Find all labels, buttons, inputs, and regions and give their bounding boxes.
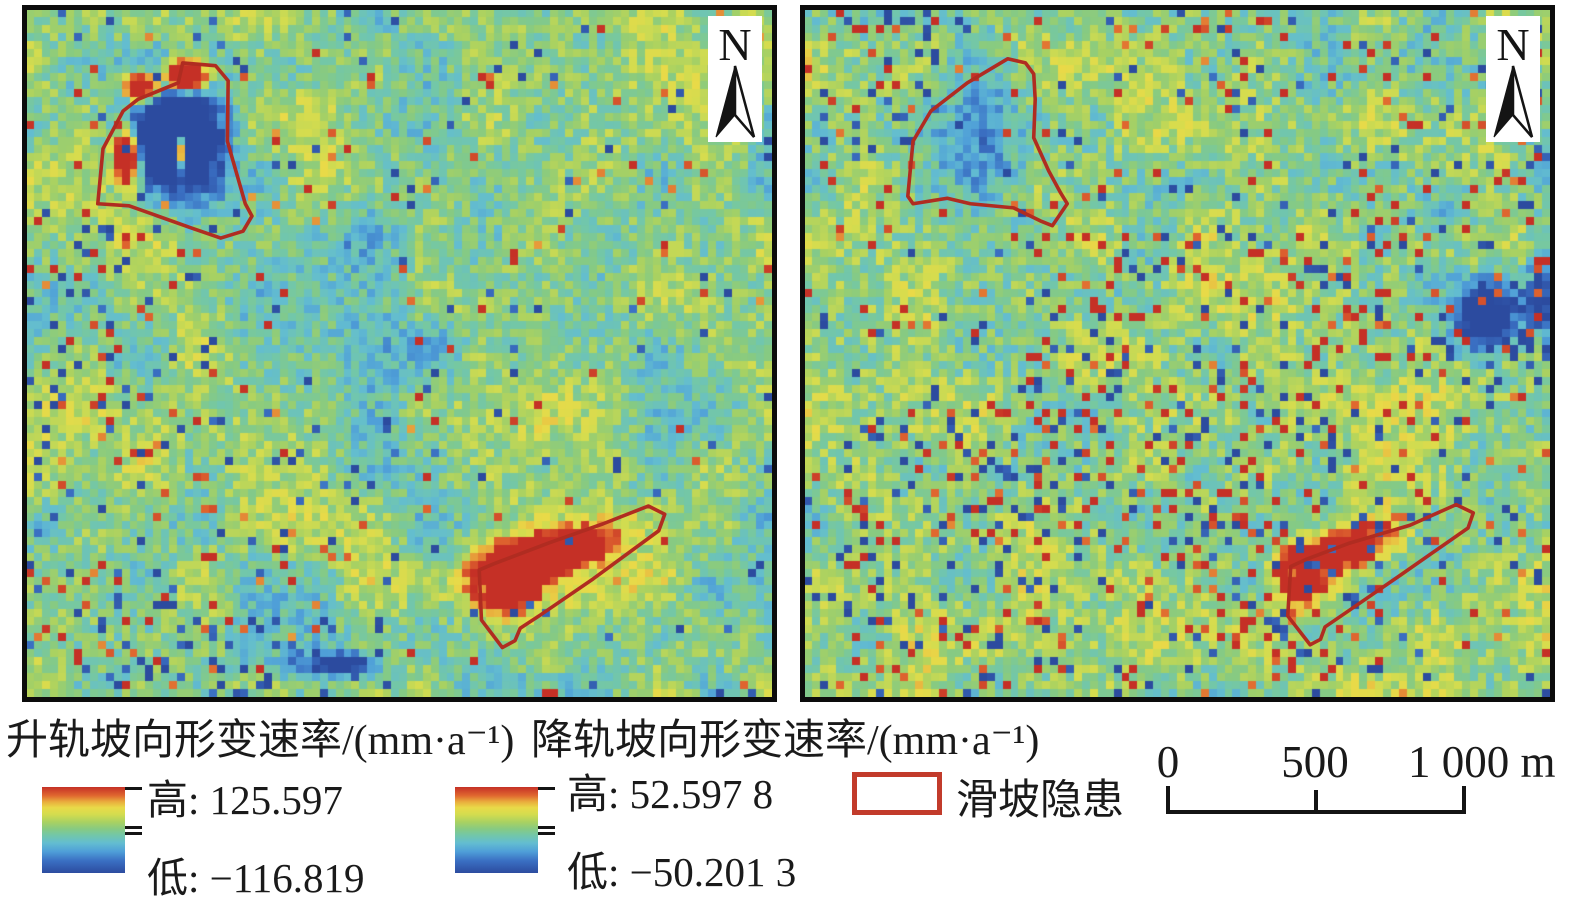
north-arrow: N bbox=[708, 16, 762, 142]
colorbar-mid-tick-lower bbox=[538, 832, 555, 835]
colorbar-top-tick bbox=[538, 787, 555, 790]
descending-low-label: 低: −50.201 3 bbox=[567, 849, 797, 895]
north-arrow-right-blade bbox=[733, 65, 756, 138]
north-label: N bbox=[718, 19, 751, 70]
ascending-map-raster bbox=[27, 10, 772, 697]
scalebar-label-0: 0 bbox=[1156, 737, 1180, 787]
scalebar-label-500: 500 bbox=[1281, 737, 1349, 787]
hazard-swatch bbox=[852, 772, 942, 815]
colorbar-mid-tick-upper bbox=[125, 826, 142, 829]
hazard-label: 滑坡隐患 bbox=[956, 778, 1125, 824]
descending-colorbar bbox=[455, 787, 538, 873]
scalebar-tick-middle bbox=[1314, 790, 1318, 814]
ascending-low-label: 低: −116.819 bbox=[147, 855, 365, 897]
ascending-map-panel: N bbox=[22, 5, 777, 702]
scalebar-label-1000: 1 000 m bbox=[1408, 737, 1556, 787]
descending-high-label: 高: 52.597 8 bbox=[567, 771, 774, 817]
descending-map-raster bbox=[805, 10, 1550, 697]
colorbar-mid-tick-lower bbox=[125, 832, 142, 835]
ascending-high-label: 高: 125.597 bbox=[147, 777, 343, 823]
scalebar-tick-right bbox=[1462, 786, 1466, 814]
north-label: N bbox=[1496, 19, 1529, 70]
descending-legend-title: 降轨坡向形变速率/(mm·a⁻¹) bbox=[531, 718, 1040, 764]
colorbar-top-tick bbox=[125, 787, 142, 790]
north-arrow-right-blade bbox=[1511, 65, 1534, 138]
ascending-legend-title: 升轨坡向形变速率/(mm·a⁻¹) bbox=[6, 718, 515, 764]
north-arrow: N bbox=[1486, 16, 1540, 142]
colorbar-mid-tick-upper bbox=[538, 826, 555, 829]
ascending-colorbar bbox=[42, 787, 125, 873]
scalebar-tick-left bbox=[1166, 786, 1170, 814]
descending-map-panel: N bbox=[800, 5, 1555, 702]
